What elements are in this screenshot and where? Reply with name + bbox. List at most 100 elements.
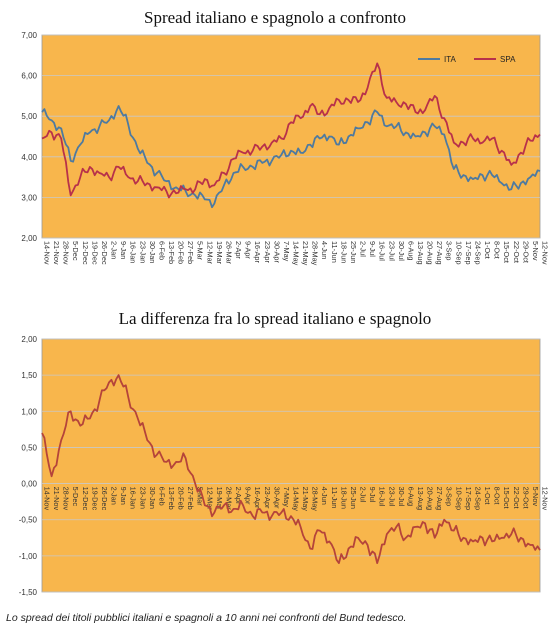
chart2-svg: -1,50 -1,00 -0,50 0,00 0,50 1,00 1,50 2,00 14-No… xyxy=(19,335,550,597)
chart2-xtick-label: 11-Jun xyxy=(330,487,339,509)
chart2-xtick-label: 5-Dec xyxy=(71,487,80,507)
chart2-xtick-label: 13-Aug xyxy=(416,487,425,511)
chart2-xtick-label: 3-Sep xyxy=(445,487,454,506)
chart2-ytick-label: 2,00 xyxy=(21,335,37,344)
chart1-xtick-label: 20-Aug xyxy=(426,241,435,265)
chart2-xtick-label: 30-Jan xyxy=(148,487,157,509)
chart1-xtick-label: 2-Apr xyxy=(234,241,243,259)
chart2-ytick-label: -1,00 xyxy=(19,552,38,561)
chart2-xtick-label: 5-Mar xyxy=(196,487,205,507)
chart2-ytick-label: 1,00 xyxy=(21,407,37,416)
chart1-ytick-label: 2,00 xyxy=(21,234,37,243)
chart1-xtick-label: 16-Jul xyxy=(378,241,387,261)
chart2-xtick-label: 12-Nov xyxy=(541,487,550,511)
chart2-ytick-label: 0,00 xyxy=(21,480,37,489)
chart1-xtick-label: 6-Feb xyxy=(157,241,166,260)
chart1-xtick-label: 2-Jan xyxy=(110,241,119,259)
chart2-xtick-label: 21-Nov xyxy=(52,487,61,511)
chart1-xtick-label: 15-Oct xyxy=(502,241,511,263)
chart1-xtick-label: 13-Aug xyxy=(416,241,425,265)
chart2-xtick-label: 6-Feb xyxy=(157,487,166,506)
chart2-xtick-label: 16-Apr xyxy=(253,487,262,509)
chart2-xtick-label: 21-May xyxy=(301,487,310,512)
chart2-xtick-label: 13-Feb xyxy=(167,487,176,510)
chart1-xtick-label: 27-Aug xyxy=(435,241,444,265)
chart2-xtick-label: 7-May xyxy=(282,487,291,508)
chart1-xtick-label: 14-Nov xyxy=(43,241,52,265)
chart2-ytick-label: -0,50 xyxy=(19,516,38,525)
chart2-xtick-label: 9-Jan xyxy=(119,487,128,505)
chart1-xtick-label: 4-Jun xyxy=(320,241,329,259)
chart2-xtick-label: 19-Dec xyxy=(90,487,99,511)
chart1-xtick-label: 19-Mar xyxy=(215,241,224,265)
chart1-xtick-label: 29-Oct xyxy=(521,241,530,263)
chart2-xtick-label: 20-Aug xyxy=(426,487,435,511)
chart2-xtick-label: 23-Jan xyxy=(138,487,147,509)
chart1-xtick-label: 18-Jun xyxy=(339,241,348,263)
chart1-xtick-label: 30-Apr xyxy=(272,241,281,263)
chart1-ytick-label: 4,00 xyxy=(21,153,37,162)
chart2-xtick-label: 19-Mar xyxy=(215,487,224,511)
chart1-xtick-label: 30-Jan xyxy=(148,241,157,263)
chart2-xtick-label: 26-Mar xyxy=(224,487,233,511)
chart2-xtick-label: 9-Apr xyxy=(244,487,253,505)
chart2-plot-area xyxy=(41,338,541,593)
chart2-xtick-label: 23-Apr xyxy=(263,487,272,509)
chart1-xtick-label: 20-Feb xyxy=(177,241,186,264)
chart1-xtick-label: 22-Oct xyxy=(512,241,521,263)
chart2-xtick-label: 28-Nov xyxy=(62,487,71,511)
chart1-title: Spread italiano e spagnolo a confronto xyxy=(143,8,406,27)
chart2-xtick-label: 17-Sep xyxy=(464,487,473,511)
chart1-xtick-label: 6-Aug xyxy=(406,241,415,260)
chart1-xtick-label: 16-Jan xyxy=(129,241,138,263)
chart1-xtick-label: 30-Jul xyxy=(397,241,406,261)
chart1-xtick-label: 9-Jul xyxy=(368,241,377,257)
chart1-xtick-label: 16-Apr xyxy=(253,241,262,263)
figure-caption: Lo spread dei titoli pubblici italiani e… xyxy=(6,612,407,624)
chart1-xtick-label: 8-Oct xyxy=(493,241,502,259)
chart2-xtick-label: 14-May xyxy=(292,487,301,512)
chart2-xtick-label: 2-Jul xyxy=(359,487,368,503)
chart1-xtick-label: 12-Mar xyxy=(205,241,214,265)
chart1-xtick-label: 23-Jul xyxy=(387,241,396,261)
chart2-xtick-label: 23-Jul xyxy=(387,487,396,507)
chart2-title: La differenza fra lo spread italiano e s… xyxy=(118,309,432,328)
chart1-ytick-label: 7,00 xyxy=(21,31,37,40)
chart2-xtick-label: 28-May xyxy=(311,487,320,512)
chart1-xtick-label: 28-Nov xyxy=(62,241,71,265)
chart1-xtick-label: 21-Nov xyxy=(52,241,61,265)
chart1-series-line-spa xyxy=(41,62,541,199)
chart2-xtick-label: 30-Jul xyxy=(397,487,406,507)
chart1-xtick-label: 26-Dec xyxy=(100,241,109,265)
chart1-xtick-label: 13-Feb xyxy=(167,241,176,264)
chart1-svg: 2,00 3,00 4,00 5,00 6,00 7,00 14-Nov 21-Nov 28-N… xyxy=(21,31,549,266)
chart1-legend-label-ita: ITA xyxy=(444,55,457,64)
chart1-xtick-label: 12-Dec xyxy=(81,241,90,265)
chart1-xtick-label: 14-May xyxy=(292,241,301,266)
chart2-xtick-label: 22-Oct xyxy=(512,487,521,509)
chart1-xtick-label: 10-Sep xyxy=(454,241,463,265)
chart1-ytick-label: 5,00 xyxy=(21,112,37,121)
chart2-xtick-label: 5-Nov xyxy=(531,487,540,507)
chart1-xtick-label: 17-Sep xyxy=(464,241,473,265)
chart2-xtick-label: 16-Jan xyxy=(129,487,138,509)
chart1-series-line-ita xyxy=(41,105,541,209)
chart1-xtick-label: 21-May xyxy=(301,241,310,266)
chart2-xtick-label: 26-Dec xyxy=(100,487,109,511)
chart2-xtick-label: 25-Jun xyxy=(349,487,358,509)
chart2-xtick-label: 2-Jan xyxy=(110,487,119,505)
chart1-xtick-label: 1-Oct xyxy=(483,241,492,259)
chart2-xtick-label: 9-Jul xyxy=(368,487,377,503)
chart1-xtick-label: 2-Jul xyxy=(359,241,368,257)
chart1-legend-label-spa: SPA xyxy=(500,55,516,64)
chart2-xtick-label: 18-Jun xyxy=(339,487,348,509)
chart2-xtick-label: 20-Feb xyxy=(177,487,186,510)
chart1-xtick-label: 23-Jan xyxy=(138,241,147,263)
chart2-xtick-label: 16-Jul xyxy=(378,487,387,507)
chart2-xtick-label: 27-Feb xyxy=(186,487,195,510)
chart1-xtick-label: 5-Nov xyxy=(531,241,540,261)
chart1-ytick-label: 6,00 xyxy=(21,72,37,81)
chart1-xtick-label: 3-Sep xyxy=(445,241,454,260)
chart1-xtick-label: 5-Mar xyxy=(196,241,205,261)
chart2-xtick-label: 29-Oct xyxy=(521,487,530,509)
